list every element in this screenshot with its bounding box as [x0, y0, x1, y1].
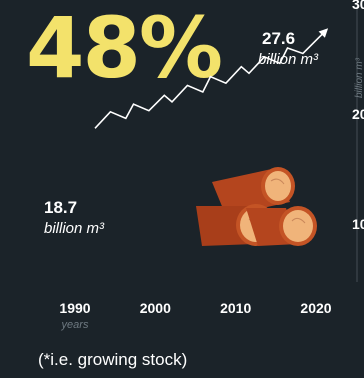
y-tick-label: 10 — [352, 216, 364, 232]
start-unit-label: billion m³ — [44, 220, 105, 237]
x-tick-labels: 1990 2000 2010 2020 — [59, 300, 331, 316]
log-pile-icon — [196, 167, 317, 246]
y-axis: billion m³ — [354, 0, 364, 282]
y-tick-labels: 10 20 30 — [352, 0, 364, 232]
y-tick-label: 20 — [352, 106, 364, 122]
end-unit-label: billion m³ — [258, 51, 319, 68]
headline-percent: 48% — [26, 0, 223, 97]
start-value-label: 18.7 — [44, 198, 77, 217]
y-tick-label: 30 — [352, 0, 364, 12]
end-value-label: 27.6 — [262, 29, 295, 48]
x-tick-label: 2000 — [140, 300, 171, 316]
x-tick-label: 1990 — [59, 300, 90, 316]
arrow-head-icon — [318, 28, 329, 38]
x-tick-label: 2020 — [300, 300, 331, 316]
y-axis-unit-label: billion m³ — [354, 57, 364, 98]
x-tick-label: 2010 — [220, 300, 251, 316]
series-line — [94, 29, 327, 129]
footnote: (*i.e. growing stock) — [38, 350, 188, 369]
x-axis-sublabel: years — [61, 319, 89, 331]
